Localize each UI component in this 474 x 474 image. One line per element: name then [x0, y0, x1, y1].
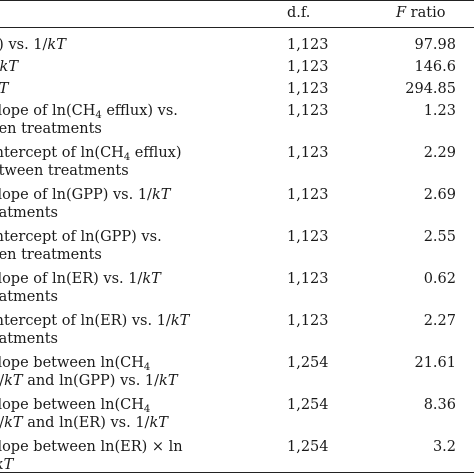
row-description-line1: slope between ln(ER) × ln	[0, 439, 183, 455]
row-df: 1,123	[287, 145, 329, 161]
row-df: 1,123	[287, 313, 329, 329]
table-bottom-rule	[0, 472, 474, 473]
row-description-line2: etween treatments	[0, 163, 129, 179]
header-f-ratio-italic: F	[396, 5, 407, 21]
row-f-ratio: 21.61	[414, 355, 456, 371]
row-f-ratio: 97.98	[414, 37, 456, 53]
row-df: 1,123	[287, 37, 329, 53]
row-df: 1,123	[287, 59, 329, 75]
row-description-line2: een treatments	[0, 121, 102, 137]
row-df: 1,123	[287, 187, 329, 203]
row-f-ratio: 0.62	[423, 271, 456, 287]
row-description-line1: x) vs. 1/kT	[0, 37, 66, 53]
row-description-line1: slope of ln(CH4 efflux) vs.	[0, 103, 178, 121]
row-f-ratio: 2.69	[423, 187, 456, 203]
row-description-line1: intercept of ln(GPP) vs.	[0, 229, 162, 245]
table-top-rule	[0, 0, 474, 1]
row-df: 1,123	[287, 81, 329, 97]
row-f-ratio: 2.29	[423, 145, 456, 161]
row-description-line1: slope between ln(CH4	[0, 355, 151, 373]
row-df: 1,123	[287, 103, 329, 119]
row-description-line2: 1/kT and ln(GPP) vs. 1/kT	[0, 373, 178, 389]
row-description-line1: slope of ln(GPP) vs. 1/kT	[0, 187, 171, 203]
row-description-line2: eatments	[0, 331, 58, 347]
row-df: 1,123	[287, 271, 329, 287]
row-f-ratio: 2.27	[423, 313, 456, 329]
header-df: d.f.	[287, 5, 311, 21]
row-f-ratio: 3.2	[432, 439, 456, 455]
row-f-ratio: 1.23	[423, 103, 456, 119]
row-df: 1,254	[287, 397, 329, 413]
table-header-rule	[0, 27, 474, 28]
row-f-ratio: 8.36	[423, 397, 456, 413]
row-df: 1,254	[287, 355, 329, 371]
row-description-line1: intercept of ln(ER) vs. 1/kT	[0, 313, 190, 329]
row-df: 1,123	[287, 229, 329, 245]
header-f-ratio-rest: ratio	[406, 5, 446, 21]
row-description-line2: een treatments	[0, 247, 102, 263]
row-description-line2: /kT	[0, 457, 14, 473]
row-description-line1: intercept of ln(CH4 efflux)	[0, 145, 182, 163]
row-f-ratio: 2.55	[423, 229, 456, 245]
row-description-line1: kT	[0, 80, 290, 98]
row-description-line2: eatments	[0, 289, 58, 305]
row-df: 1,254	[287, 439, 329, 455]
row-description-line1: l/kT	[0, 59, 18, 75]
header-f-ratio: F ratio	[396, 4, 445, 22]
row-description-line2: 1/kT and ln(ER) vs. 1/kT	[0, 415, 168, 431]
row-f-ratio: 146.6	[414, 59, 456, 75]
row-description-line2: eatments	[0, 205, 58, 221]
row-f-ratio: 294.85	[405, 81, 456, 97]
row-description-line1: slope of ln(ER) vs. 1/kT	[0, 271, 161, 287]
row-description-line1: slope between ln(CH4	[0, 397, 151, 415]
